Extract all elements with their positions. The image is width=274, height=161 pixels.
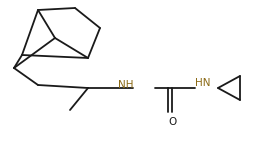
Text: HN: HN: [195, 78, 210, 88]
Text: O: O: [168, 117, 176, 127]
Text: NH: NH: [118, 80, 133, 90]
